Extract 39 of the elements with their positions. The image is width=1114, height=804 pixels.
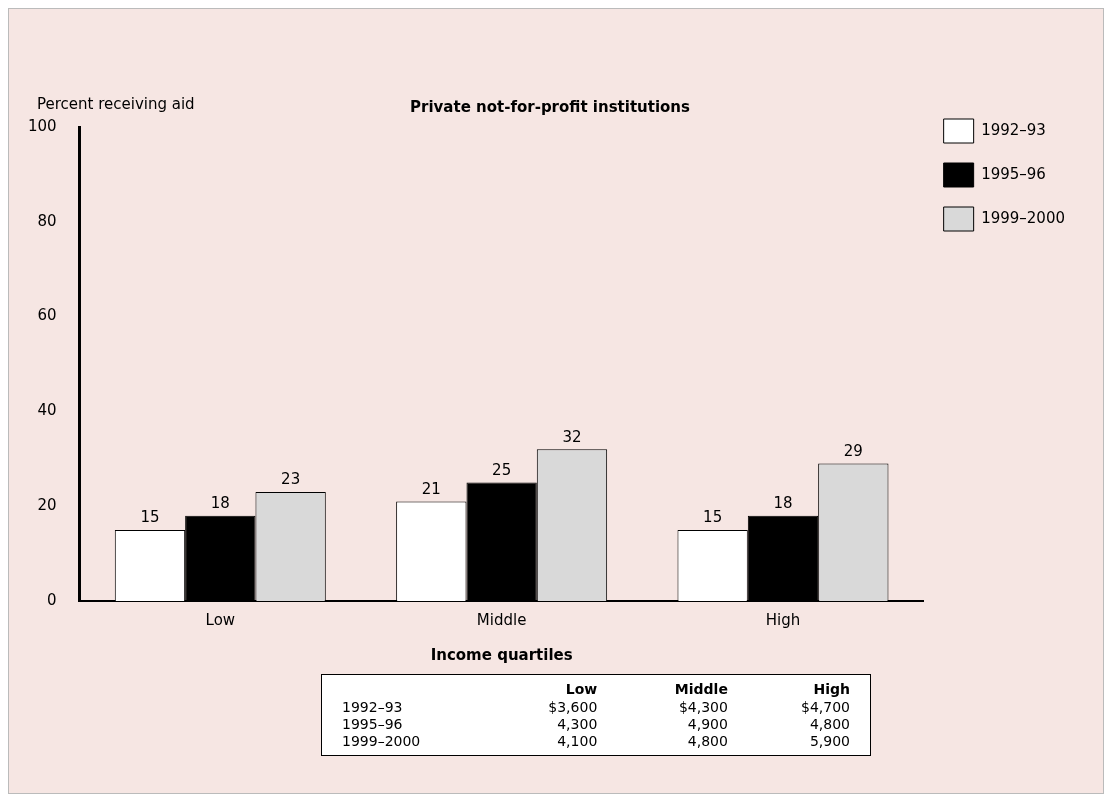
data-label: 18 bbox=[210, 494, 230, 513]
y-tick-label: 80 bbox=[37, 211, 57, 230]
data-label: 15 bbox=[703, 508, 723, 527]
text: 1995–96 bbox=[341, 715, 404, 732]
y-tick-label: 100 bbox=[27, 116, 57, 135]
legend-label: 1999–2000 bbox=[981, 208, 1066, 227]
x-tick-label: Low bbox=[205, 610, 236, 629]
y-tick-label: 60 bbox=[37, 306, 57, 325]
text: $3,600 bbox=[547, 698, 599, 715]
text: Middle bbox=[673, 680, 729, 698]
text: 1999–2000 bbox=[341, 732, 422, 751]
data-label: 18 bbox=[773, 494, 793, 513]
y-axis-title: Percent receiving aid bbox=[37, 95, 195, 114]
text: 4,300 bbox=[556, 715, 599, 732]
data-label: 25 bbox=[492, 460, 512, 479]
data-label: 21 bbox=[421, 479, 441, 498]
text: Low bbox=[564, 680, 599, 698]
data-label: 23 bbox=[281, 470, 301, 489]
y-tick-label: 0 bbox=[47, 590, 57, 609]
text: $4,300 bbox=[677, 698, 729, 715]
text: 4,800 bbox=[686, 732, 729, 751]
text: 4,900 bbox=[686, 715, 729, 732]
x-tick-label: Middle bbox=[476, 610, 527, 629]
data-label: 15 bbox=[140, 508, 160, 527]
legend-label: 1992–93 bbox=[981, 120, 1046, 139]
text: 4,100 bbox=[556, 732, 599, 751]
text: 5,900 bbox=[808, 732, 851, 751]
y-tick-label: 20 bbox=[37, 496, 57, 515]
text: High bbox=[812, 680, 851, 698]
text: $4,700 bbox=[800, 698, 851, 715]
text: 4,800 bbox=[808, 715, 851, 732]
data-label: 32 bbox=[562, 427, 582, 446]
x-tick-label: High bbox=[765, 610, 801, 629]
chart-title: Private not-for-profit institutions bbox=[410, 97, 691, 116]
y-tick-label: 40 bbox=[37, 401, 57, 420]
legend-label: 1995–96 bbox=[981, 164, 1046, 183]
x-axis-title: Income quartiles bbox=[430, 645, 573, 664]
text: 1992–93 bbox=[341, 698, 404, 715]
data-label: 29 bbox=[843, 441, 863, 460]
